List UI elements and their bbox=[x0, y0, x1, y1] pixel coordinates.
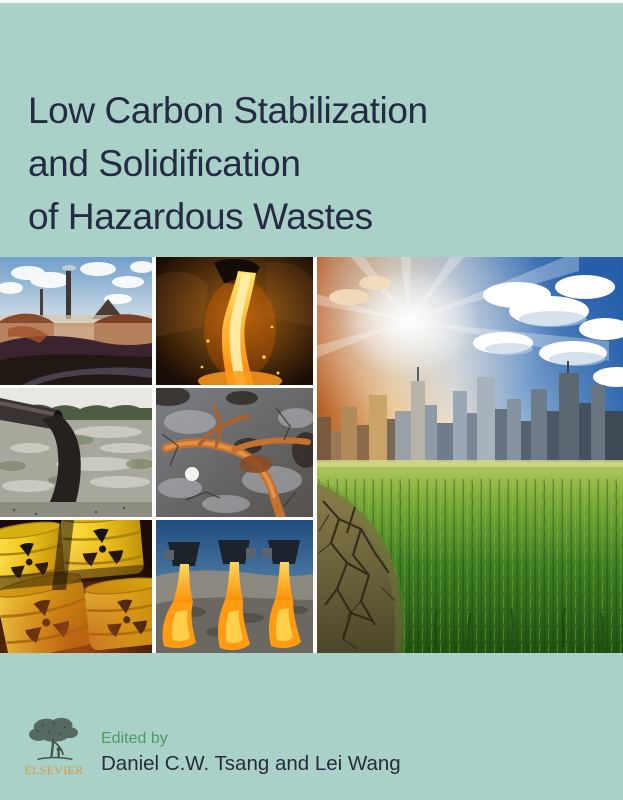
photo-industrial-smokestacks bbox=[0, 257, 152, 385]
photo-slag-pouring bbox=[156, 520, 313, 653]
title-line-3: of Hazardous Wastes bbox=[28, 196, 373, 237]
photo-sewage-pipe-discharge bbox=[0, 388, 152, 517]
book-title: Low Carbon Stabilization and Solidificat… bbox=[28, 84, 568, 243]
elsevier-wordmark: ELSEVIER bbox=[24, 765, 84, 777]
edited-by-label: Edited by bbox=[101, 730, 168, 747]
page-top-edge bbox=[0, 0, 623, 3]
photo-molten-metal-pour bbox=[156, 257, 313, 385]
elsevier-logo: ELSEVIER bbox=[22, 716, 86, 786]
skyline-buildings bbox=[317, 361, 623, 469]
editor-names: Daniel C.W. Tsang and Lei Wang bbox=[101, 752, 401, 775]
photo-collage bbox=[0, 257, 623, 653]
photo-radioactive-barrels bbox=[0, 520, 152, 653]
photo-city-climate-contrast bbox=[317, 257, 623, 653]
elsevier-tree-icon bbox=[29, 717, 78, 761]
title-line-1: Low Carbon Stabilization bbox=[28, 90, 428, 131]
photo-aerial-contaminated-streams bbox=[156, 388, 313, 517]
title-line-2: and Solidification bbox=[28, 143, 301, 184]
editor-credits: Edited by Daniel C.W. Tsang and Lei Wang bbox=[101, 730, 401, 776]
cover-footer: ELSEVIER Edited by Daniel C.W. Tsang and… bbox=[0, 710, 623, 800]
